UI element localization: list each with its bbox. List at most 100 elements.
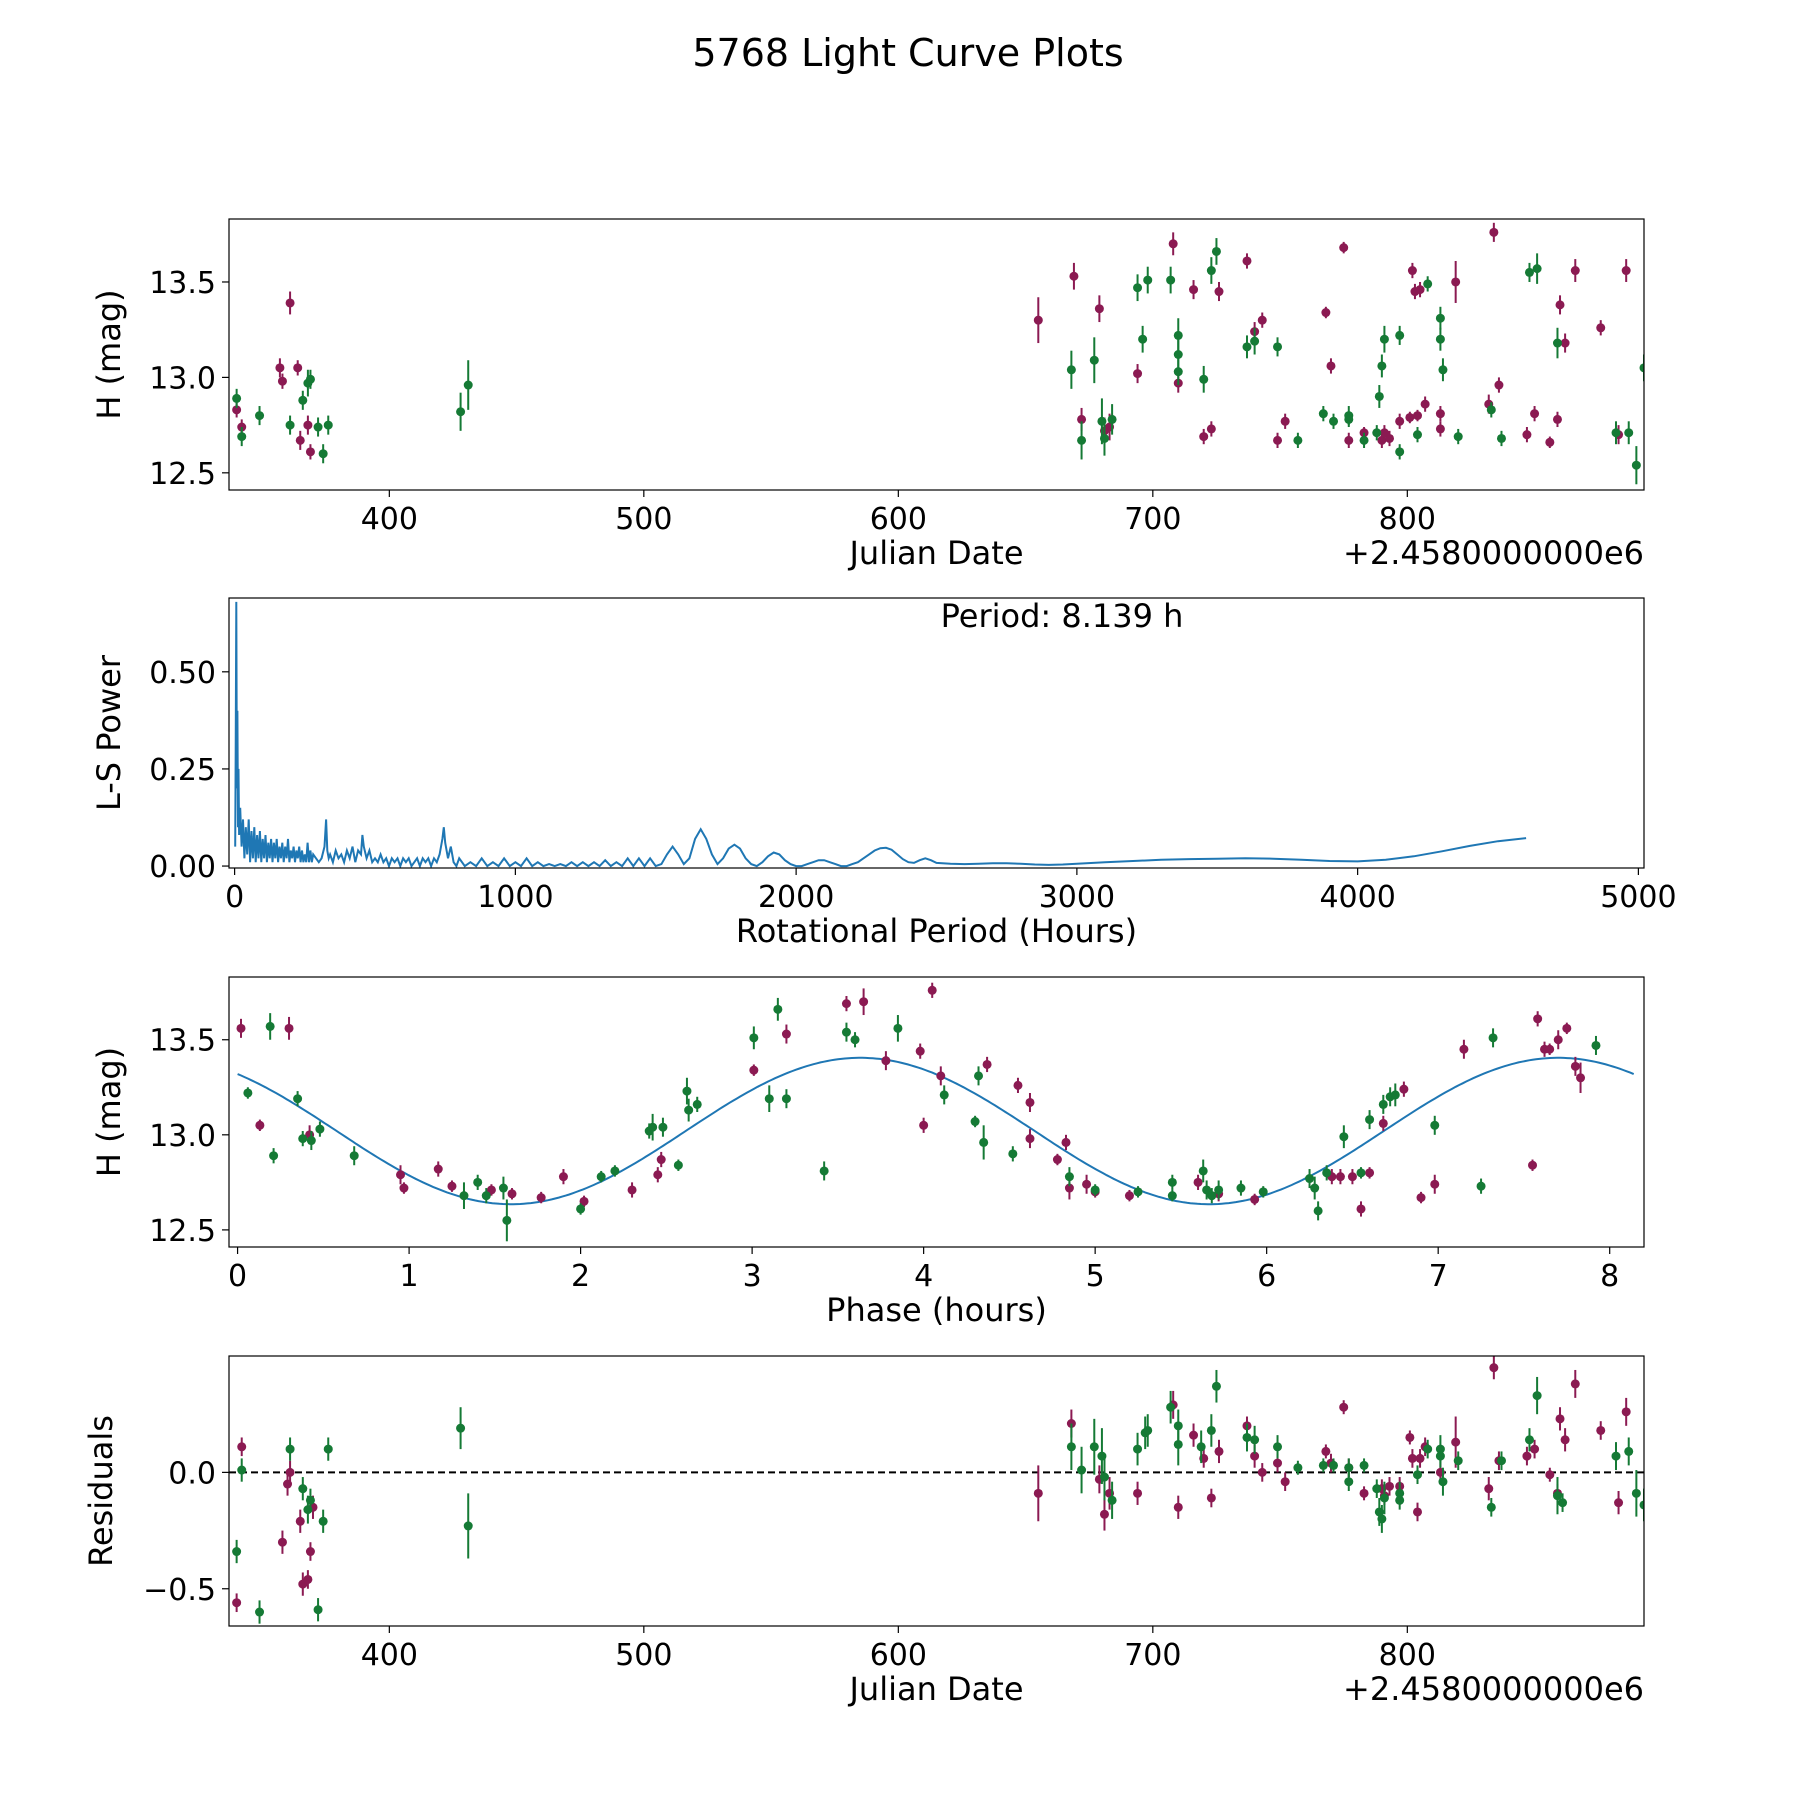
lightcurve-data-point: [237, 432, 247, 442]
periodogram-x-axis-label: Rotational Period (Hours): [736, 912, 1137, 950]
phased-data-point: [893, 1023, 903, 1033]
lightcurve-data-point: [1494, 380, 1504, 390]
lightcurve-data-point: [1596, 323, 1606, 333]
lightcurve-data-point: [1173, 367, 1183, 377]
phased-data-point: [447, 1181, 457, 1191]
lightcurve-data-point: [1250, 336, 1260, 346]
phased-data-point: [781, 1029, 791, 1039]
lightcurve-data-point: [313, 422, 323, 432]
phased-data-point: [1008, 1149, 1018, 1159]
phased-x-axis-label: Phase (hours): [826, 1291, 1047, 1329]
phased-data-point: [315, 1124, 325, 1134]
phased-data-point: [558, 1172, 568, 1182]
lightcurve-data-point: [1374, 391, 1384, 401]
lightcurve-data-point: [1138, 334, 1148, 344]
phased-data-point: [1533, 1014, 1543, 1024]
residuals-data-point: [232, 1547, 242, 1557]
phased-data-point: [306, 1136, 316, 1146]
periodogram-y-tick-label: 0.25: [149, 753, 216, 788]
phased-data-point: [749, 1033, 759, 1043]
residuals-data-point: [1099, 1472, 1109, 1482]
lightcurve-data-point: [1435, 409, 1445, 419]
phased-x-tick-label: 3: [743, 1259, 762, 1294]
lightcurve-x-tick-label: 400: [361, 502, 418, 537]
phased-data-point: [684, 1105, 694, 1115]
residuals-data-point: [1321, 1446, 1331, 1456]
lightcurve-x-tick-label: 700: [1124, 502, 1181, 537]
lightcurve-data-point: [1372, 428, 1382, 438]
lightcurve-data-point: [1173, 350, 1183, 359]
phased-data-point: [1476, 1181, 1486, 1191]
lightcurve-data-point: [1206, 266, 1216, 276]
lightcurve-data-point: [463, 380, 473, 390]
phased-series-a: [236, 982, 1586, 1217]
phased-data-point: [1202, 1185, 1212, 1195]
residuals-plot-area: [229, 1356, 1644, 1624]
residuals-data-point: [1133, 1444, 1143, 1454]
lightcurve-data-point: [1189, 285, 1199, 295]
lightcurve-data-point: [1435, 424, 1445, 434]
lightcurve-data-point: [1168, 239, 1178, 249]
phased-data-point: [850, 1035, 860, 1045]
phased-data-point: [1133, 1187, 1143, 1197]
residuals-data-point: [1631, 1488, 1641, 1498]
lightcurve-data-point: [305, 447, 315, 457]
residuals-data-point: [1166, 1402, 1176, 1412]
phased-series-b: [243, 997, 1601, 1242]
phased-data-point: [819, 1166, 829, 1176]
periodogram-x-tick-label: 4000: [1319, 880, 1395, 915]
phased-data-point: [1562, 1023, 1572, 1033]
phased-plot-area: [236, 982, 1635, 1242]
residuals-data-point: [1407, 1453, 1417, 1463]
phased-data-point: [1528, 1160, 1538, 1170]
lightcurve-data-point: [1033, 315, 1043, 325]
phased-data-point: [1553, 1035, 1563, 1045]
lightcurve-data-point: [1133, 283, 1143, 293]
lightcurve-y-tick-label: 13.5: [149, 266, 216, 301]
phased-data-point: [979, 1137, 989, 1147]
phased-x-tick-label: 4: [914, 1259, 933, 1294]
residuals-x-tick-label: 800: [1379, 1638, 1436, 1673]
periodogram-y-tick-label: 0.50: [149, 656, 216, 691]
lightcurve-data-point: [1344, 414, 1354, 424]
residuals-data-point: [1596, 1425, 1606, 1435]
phased-data-point: [1258, 1187, 1268, 1197]
lightcurve-data-point: [1069, 271, 1079, 281]
residuals-data-point: [1173, 1439, 1183, 1449]
phased-data-point: [653, 1170, 663, 1180]
phased-data-point: [1378, 1099, 1388, 1109]
phased-data-point: [1052, 1155, 1062, 1165]
residuals-data-point: [1484, 1484, 1494, 1494]
lightcurve-data-point: [1412, 411, 1422, 421]
lightcurve-data-point: [1077, 414, 1087, 424]
lightcurve-y-tick-label: 13.0: [149, 361, 216, 396]
phased-data-point: [293, 1094, 303, 1104]
residuals-data-point: [1560, 1435, 1570, 1445]
residuals-data-point: [1621, 1407, 1631, 1417]
phased-y-tick-label: 12.5: [149, 1214, 216, 1249]
phased-data-point: [243, 1088, 253, 1098]
residuals-data-point: [1522, 1451, 1532, 1461]
periodogram-x-tick-label: 5000: [1600, 880, 1676, 915]
phased-data-point: [682, 1086, 692, 1096]
residuals-data-point: [1423, 1444, 1433, 1454]
phased-data-point: [1322, 1168, 1332, 1178]
phased-data-point: [481, 1191, 491, 1201]
lightcurve-data-point: [1423, 279, 1433, 289]
phased-x-tick-label: 7: [1429, 1259, 1448, 1294]
lightcurve-data-point: [277, 376, 287, 386]
residuals-data-point: [1412, 1470, 1422, 1480]
residuals-data-point: [1395, 1495, 1405, 1505]
phased-data-point: [1025, 1097, 1035, 1107]
residuals-data-point: [277, 1537, 287, 1547]
phased-x-tick-label: 2: [571, 1259, 590, 1294]
lightcurve-series-b: [232, 238, 1644, 485]
phased-data-point: [265, 1021, 275, 1031]
periodogram-period-annotation: Period: 8.139 h: [941, 597, 1184, 635]
phased-data-point: [673, 1160, 683, 1170]
phased-data-point: [841, 999, 851, 1009]
lightcurve-data-point: [1621, 266, 1631, 276]
lightcurve-data-point: [1211, 246, 1221, 256]
residuals-data-point: [1532, 1391, 1542, 1401]
phased-data-point: [1416, 1193, 1426, 1203]
